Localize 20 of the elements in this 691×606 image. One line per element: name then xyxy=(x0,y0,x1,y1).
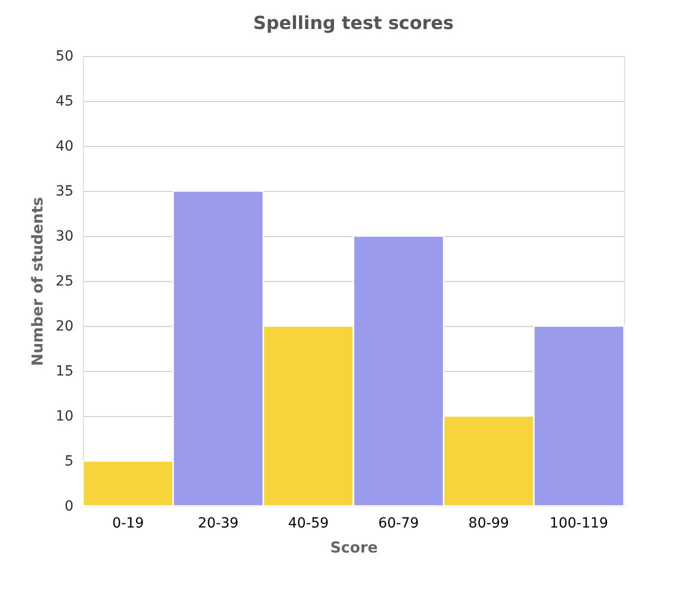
x-tick-label: 0-19 xyxy=(112,516,144,532)
y-tick-label: 45 xyxy=(56,94,74,110)
y-axis-title: Number of students xyxy=(28,196,47,366)
x-tick-label: 80-99 xyxy=(468,516,510,532)
y-tick-label: 35 xyxy=(56,184,74,200)
x-tick-label: 40-59 xyxy=(288,516,329,532)
y-tick-label: 40 xyxy=(56,138,74,154)
x-tick-label: 60-79 xyxy=(378,516,419,532)
y-tick-label: 20 xyxy=(56,318,74,334)
y-tick-label: 50 xyxy=(56,48,74,64)
x-tick-label: 100-119 xyxy=(550,516,608,532)
y-tick-label: 10 xyxy=(56,408,74,424)
x-axis-title: Score xyxy=(330,538,378,556)
y-tick-label: 15 xyxy=(56,364,74,380)
chart-title: Spelling test scores xyxy=(253,13,454,34)
y-tick-label: 0 xyxy=(64,498,74,514)
y-tick-label: 25 xyxy=(56,274,74,290)
x-tick-label: 20-39 xyxy=(198,516,239,532)
y-tick-label: 30 xyxy=(56,228,74,244)
y-tick-label: 5 xyxy=(64,454,74,470)
